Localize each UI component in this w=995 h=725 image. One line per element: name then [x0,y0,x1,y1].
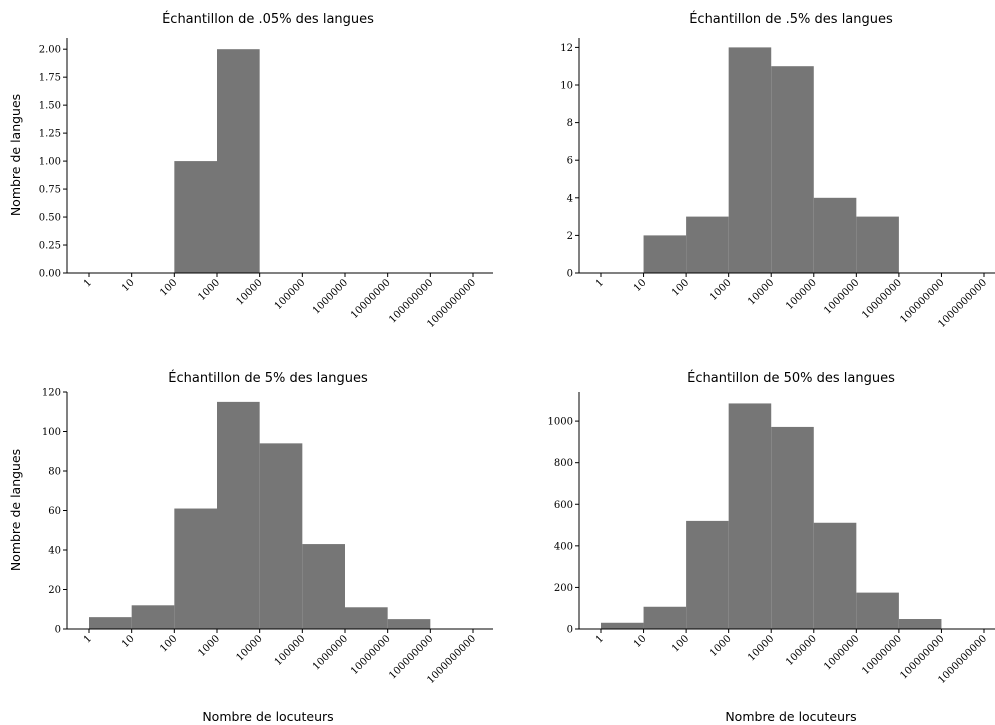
histogram-bar [217,401,260,629]
y-tick-label: 40 [48,546,61,557]
x-tick-label: 100000 [784,633,819,668]
panel-title: Échantillon de .5% des langues [689,11,893,27]
histogram-bar [217,49,260,273]
y-tick-label: 8 [567,118,573,129]
panel-sample-05pct: Échantillon de .5% des langues 0 2 4 6 8 10 12… [560,11,995,330]
y-tick-label: 2 [567,231,573,242]
panel-title: Échantillon de 5% des langues [168,370,368,386]
x-tick-label: 1 [82,277,94,289]
y-tick-label: 200 [554,583,573,594]
histogram-bar [813,197,857,273]
histogram-bar [387,619,431,629]
histogram-bar [643,606,687,629]
y-tick-label: 120 [42,388,61,399]
x-tick-label: 100000 [273,277,308,312]
x-tick-label: 10 [632,277,649,294]
x-tick-label: 1000 [196,633,222,659]
histogram-bar [856,592,899,629]
x-tick-label: 1 [594,633,606,645]
y-tick-label: 0 [567,625,573,636]
histogram-bar [601,622,644,629]
histogram-bar [686,216,729,273]
panel-title: Échantillon de .05% des langues [162,11,374,27]
y-tick-label: 100 [42,427,61,438]
histogram-bar [898,619,942,629]
x-tick-label: 1000000 [822,633,861,672]
y-tick-label: 400 [554,541,573,552]
y-tick-label: 0.75 [39,185,61,196]
x-tick-label: 10000000 [349,277,393,321]
histogram-bar [174,508,217,629]
y-tick-label: 1.50 [39,101,61,112]
x-tick-label: 1 [82,633,94,645]
x-tick-label: 10 [632,633,649,650]
histogram-bar [728,403,772,629]
x-tick-label: 10000000 [860,633,904,677]
histogram-bar [174,161,217,273]
y-tick-label: 1000 [548,417,573,428]
histogram-bar [686,520,729,629]
y-tick-label: 20 [48,585,61,596]
y-tick-label: 0.50 [39,213,61,224]
histogram-bar [259,443,303,629]
y-axis-label: Nombre de langues [8,449,23,571]
histogram-bar [856,216,899,273]
y-tick-label: 800 [554,458,573,469]
x-tick-label: 1000 [196,277,222,303]
y-tick-label: 600 [554,500,573,511]
y-tick-label: 6 [567,156,573,167]
x-tick-label: 100 [158,277,179,298]
histogram-bar [771,426,814,629]
y-tick-label: 1.00 [39,157,61,168]
panel-sample-005pct: Échantillon de .05% des langues 0.00 0.25… [8,11,493,330]
y-tick-label: 12 [560,43,573,54]
panel-sample-5pct: Échantillon de 5% des langues 0 20 40 60 80 1… [8,370,493,724]
histogram-bar [302,544,345,629]
y-tick-label: 4 [567,193,573,204]
y-tick-label: 0.25 [39,241,61,252]
y-tick-label: 0.00 [39,269,61,280]
y-tick-label: 0 [567,269,573,280]
x-tick-label: 100 [158,633,179,654]
x-tick-label: 100000 [784,277,819,312]
x-tick-label: 10 [120,633,137,650]
y-axis-label: Nombre de langues [8,94,23,216]
x-tick-label: 1000000 [311,633,350,672]
histogram-bar [813,522,857,629]
x-axis-label: Nombre de locuteurs [202,709,333,724]
x-tick-label: 10000 [235,633,265,663]
y-tick-label: 1.75 [39,73,61,84]
histogram-bar [643,235,687,273]
y-tick-label: 1.25 [39,129,61,140]
x-tick-label: 1000 [708,633,734,659]
y-tick-label: 80 [48,467,61,478]
y-tick-label: 10 [560,81,573,92]
x-tick-label: 100000 [273,633,308,668]
histogram-bar [771,66,814,273]
y-tick-label: 0 [55,625,61,636]
x-tick-label: 1000 [708,277,734,303]
panel-sample-50pct: Échantillon de 50% des langues 0 200 400 60… [548,370,995,724]
x-axis-label: Nombre de locuteurs [725,709,856,724]
x-tick-label: 10000 [746,277,776,307]
x-tick-label: 10000 [235,277,265,307]
x-tick-label: 1000000 [311,277,350,316]
x-tick-label: 1000000 [822,277,861,316]
x-tick-label: 1 [594,277,606,289]
histogram-bar [728,47,772,274]
x-tick-label: 10000000 [860,277,904,321]
y-tick-label: 60 [48,506,61,517]
x-tick-label: 100 [670,277,691,298]
x-tick-label: 10 [120,277,137,294]
x-tick-label: 10000000 [349,633,393,677]
histogram-bar [345,607,388,629]
x-tick-label: 100 [670,633,691,654]
histogram-bar [89,617,132,629]
histogram-bar [131,605,175,629]
panel-title: Échantillon de 50% des langues [687,370,895,386]
y-tick-label: 2.00 [39,45,61,56]
x-tick-label: 10000 [746,633,776,663]
